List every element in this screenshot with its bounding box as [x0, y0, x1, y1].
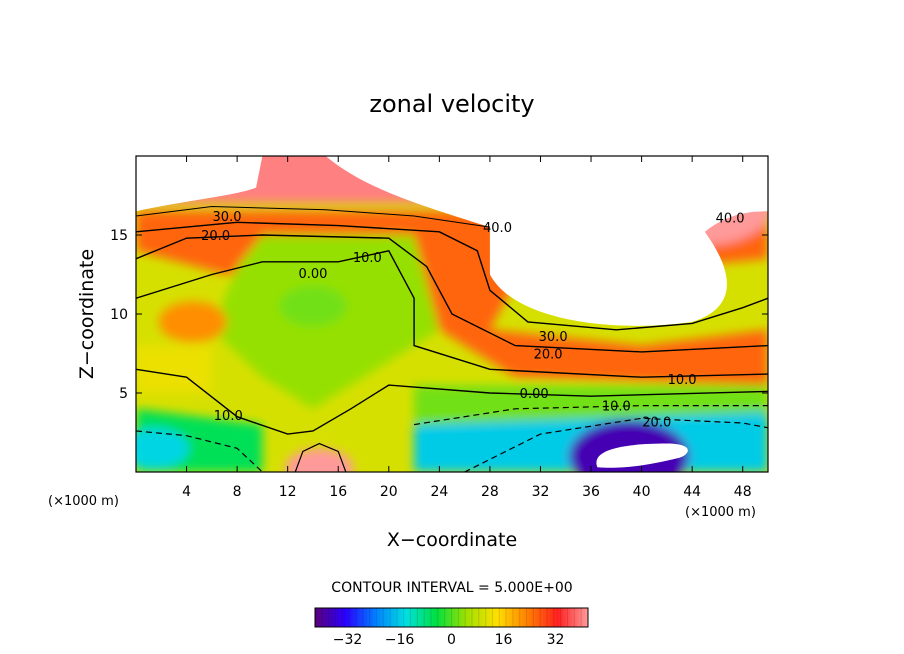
contour-label-8: 10.0 [668, 373, 697, 388]
contour-label-6: 30.0 [539, 330, 568, 345]
colorbar-tick-label-2: 0 [447, 632, 456, 648]
x-tick-label-32: 32 [532, 484, 550, 500]
field-feature-3 [136, 427, 189, 469]
contour-label-7: 20.0 [534, 348, 563, 363]
contour-line-30 [136, 221, 768, 331]
contour-label-9: 0.00 [520, 387, 549, 402]
contour-label-2: 40.0 [483, 221, 512, 236]
x-tick-label-24: 24 [430, 484, 448, 500]
contour-interval-text: CONTOUR INTERVAL = 5.000E+00 [331, 580, 572, 596]
field-white-top-left [136, 156, 263, 212]
chart-title: zonal velocity [369, 90, 534, 118]
contour-line-10 [136, 250, 768, 378]
contour-line-surface-max [294, 442, 347, 472]
contour-line-0 [136, 368, 768, 435]
colorbar-tick-label-3: 16 [495, 632, 513, 648]
colorbar [315, 608, 588, 627]
colorbar-tick-label-4: 32 [547, 632, 565, 648]
colorbar-frame [314, 607, 589, 628]
x-tick-label-16: 16 [329, 484, 347, 500]
x-tick-label-4: 4 [182, 484, 191, 500]
contour-label-12: 10.0 [214, 409, 243, 424]
colorbar-tick-label-0: −32 [333, 632, 363, 648]
x-tick-label-36: 36 [582, 484, 600, 500]
y-tick-label-10: 10 [110, 307, 128, 323]
y-tick-label-15: 15 [110, 228, 128, 244]
field-feature-6 [278, 285, 347, 327]
contour-line-20 [136, 234, 768, 353]
contour-lines [136, 206, 768, 472]
x-tick-label-44: 44 [683, 484, 701, 500]
x-unit-right: (×1000 m) [685, 505, 756, 520]
x-tick-label-12: 12 [279, 484, 297, 500]
colorbar-ticks: −32 −16 0 16 32 [333, 632, 565, 648]
x-tick-label-20: 20 [380, 484, 398, 500]
colorbar-bands [314, 608, 582, 627]
contour-labels: 30.0 20.0 40.0 40.0 10.0 0.00 30.0 20.0 10.0 0.00… [201, 210, 744, 430]
field-left-mid [136, 345, 212, 393]
y-axis-ticks: 5 10 15 [110, 228, 768, 402]
y-tick-label-5: 5 [119, 386, 128, 402]
contour-label-3: 40.0 [716, 212, 745, 227]
velocity-field [136, 156, 768, 472]
y-axis-label: Z−coordinate [76, 249, 98, 379]
contour-line-minus-10 [413, 405, 768, 426]
contour-label-4: 10.0 [353, 251, 382, 266]
field-white-top-right [325, 156, 768, 326]
contour-label-11: 20.0 [642, 415, 671, 430]
contour-line-40-left [136, 206, 490, 228]
x-tick-label-48: 48 [734, 484, 752, 500]
field-feature-5 [158, 301, 227, 343]
x-tick-label-8: 8 [233, 484, 242, 500]
colorbar-tick-label-1: −16 [385, 632, 415, 648]
contour-label-10: 10.0 [602, 400, 631, 415]
x-tick-label-28: 28 [481, 484, 499, 500]
field-white-core [596, 443, 688, 468]
field-zero-band [414, 385, 768, 425]
x-unit-left: (×1000 m) [48, 494, 119, 509]
contour-label-0: 30.0 [213, 210, 242, 225]
x-axis-label: X−coordinate [387, 529, 517, 551]
x-tick-label-40: 40 [633, 484, 651, 500]
contour-label-1: 20.0 [201, 229, 230, 244]
x-axis-ticks: 4 8 12 16 20 24 28 32 36 40 44 48 [182, 156, 752, 500]
contour-line-minus-5-left [136, 430, 263, 472]
contour-label-5: 0.00 [298, 267, 327, 282]
